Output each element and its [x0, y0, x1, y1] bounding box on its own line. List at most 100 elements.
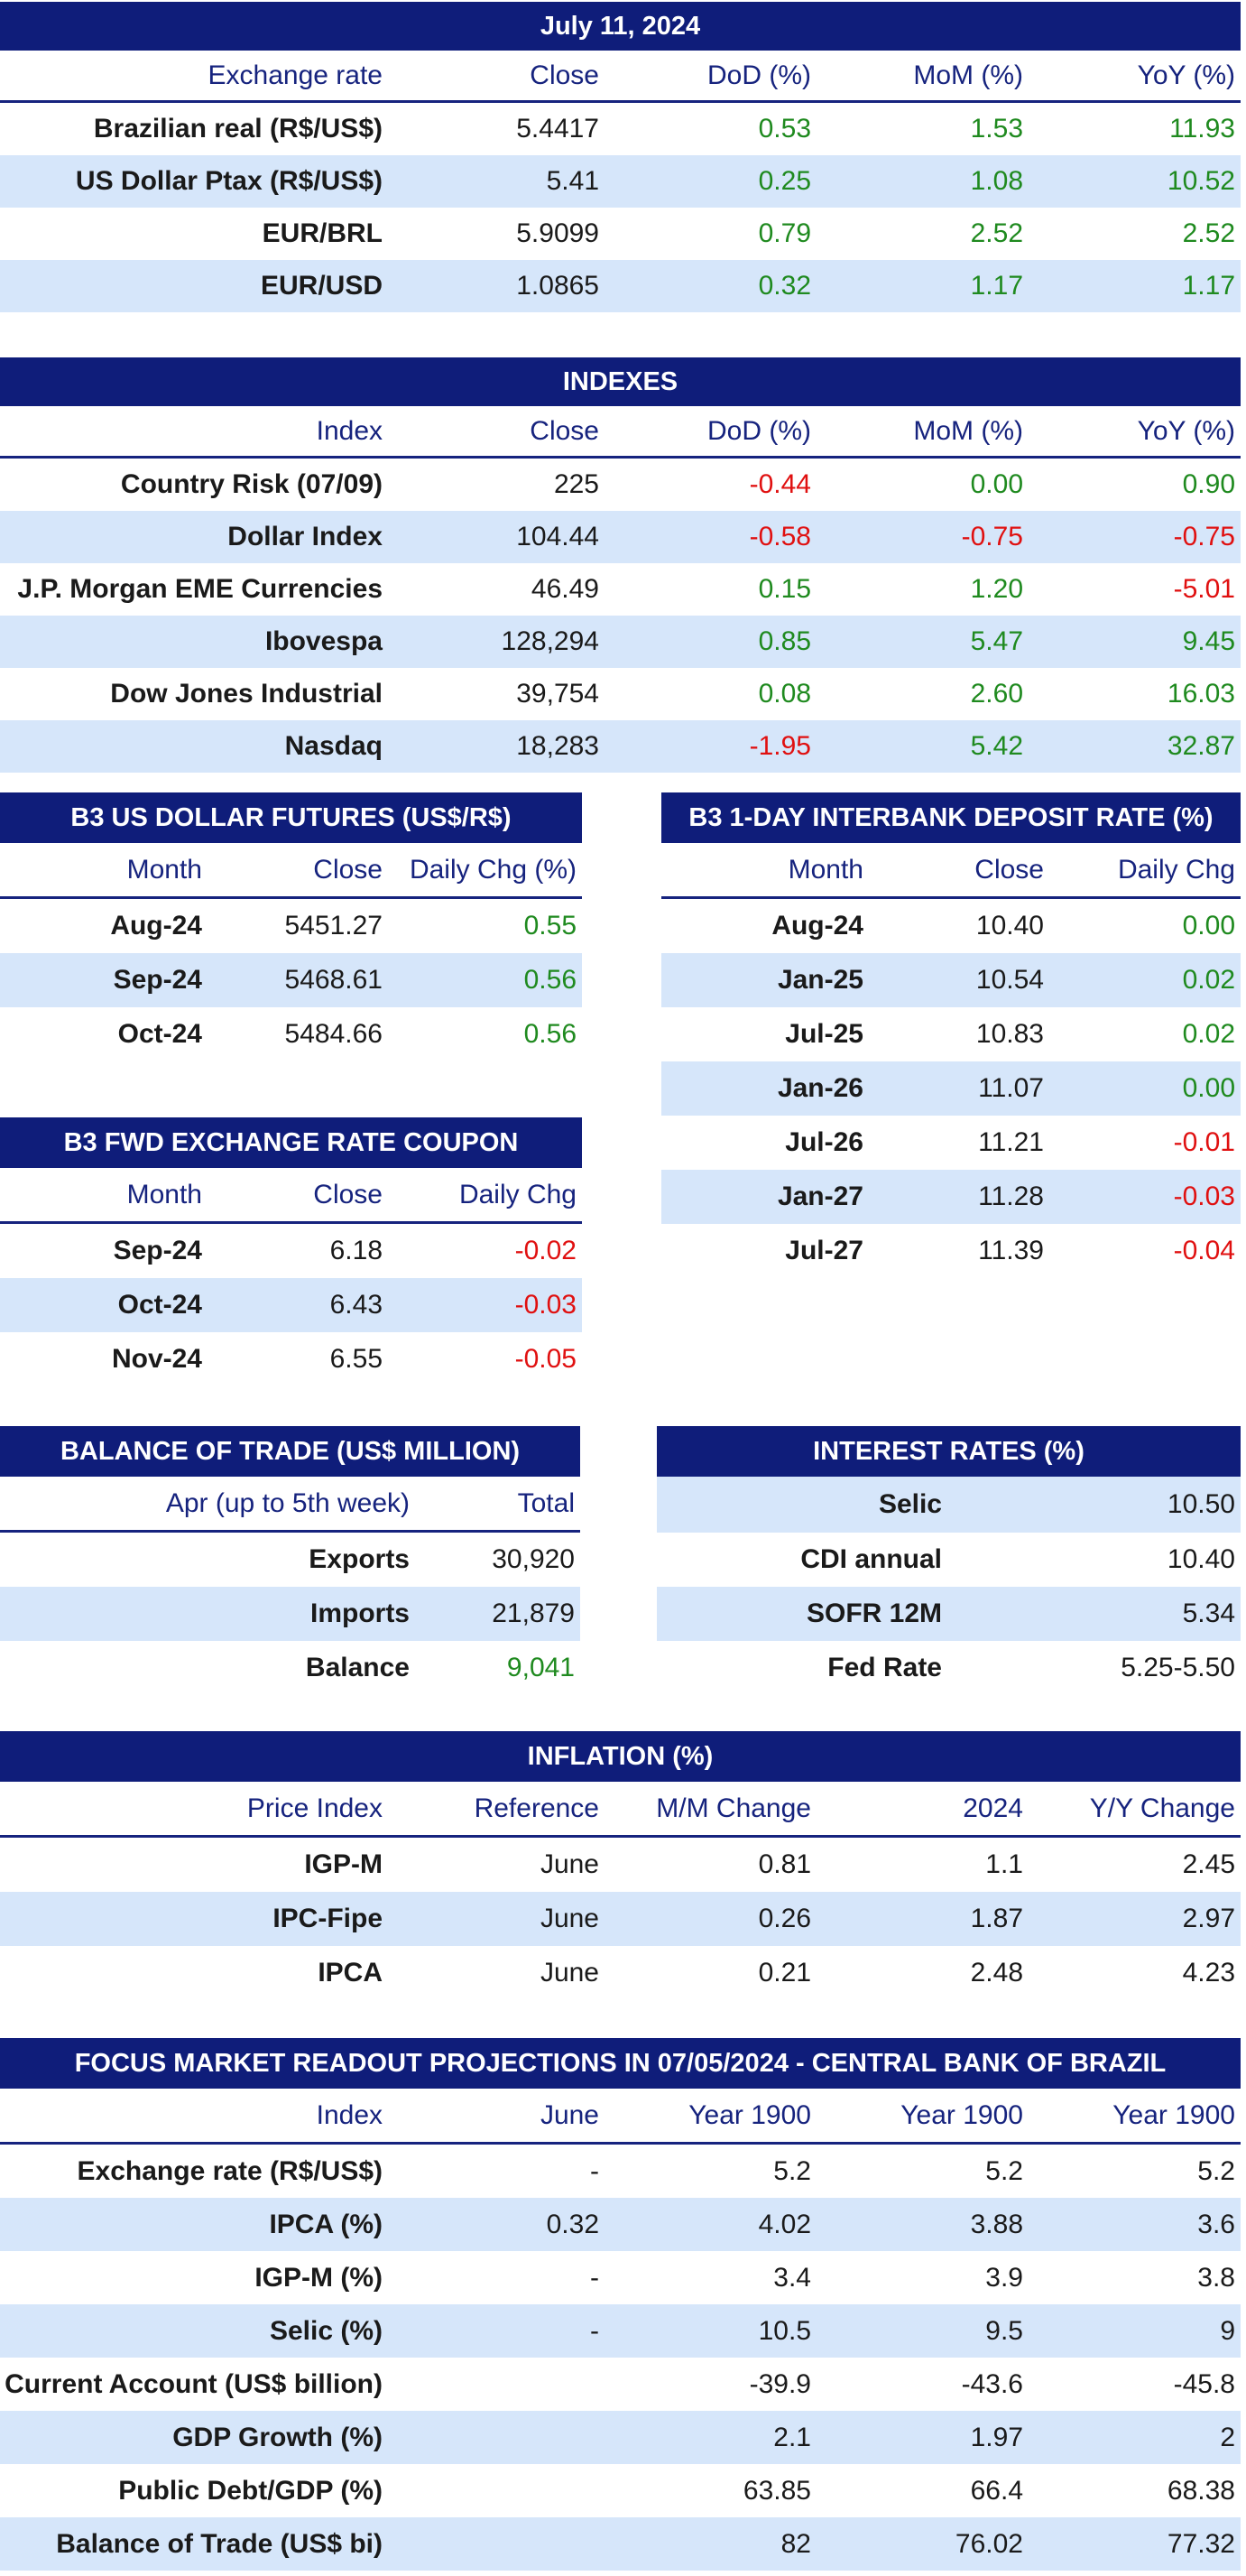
- col-header: June: [540, 2099, 599, 2130]
- table-row: IPC-Fipe June 0.26 1.87 2.97: [0, 1892, 1241, 1946]
- close-value: 5451.27: [284, 911, 383, 941]
- close-value: 46.49: [531, 574, 599, 604]
- focus-table-title: FOCUS MARKET READOUT PROJECTIONS IN 07/0…: [0, 2038, 1241, 2089]
- dod-value: -1.95: [749, 731, 811, 761]
- yoy-value: 16.03: [1167, 679, 1235, 709]
- balance-of-trade-table: BALANCE OF TRADE (US$ MILLION) Apr (up t…: [0, 1426, 580, 1695]
- reference-value: June: [540, 1904, 599, 1933]
- futures-table-title: B3 US DOLLAR FUTURES (US$/R$): [0, 792, 582, 843]
- chg-value: 0.02: [1182, 1019, 1235, 1049]
- table-row: Exports 30,920: [0, 1533, 580, 1587]
- focus-header-row: Index June Year 1900 Year 1900 Year 1900: [0, 2089, 1241, 2145]
- table-row: Fed Rate 5.25-5.50: [657, 1641, 1241, 1695]
- col-header: Index: [316, 415, 383, 446]
- table-row: CDI annual 10.40: [657, 1533, 1241, 1587]
- dod-value: -0.44: [749, 469, 811, 499]
- row-label: Selic: [878, 1489, 942, 1519]
- table-row: Sep-24 6.18 -0.02: [0, 1224, 582, 1278]
- mom-value: 0.00: [970, 469, 1023, 499]
- table-row: Jul-25 10.83 0.02: [661, 1007, 1241, 1061]
- col-header: Y/Y Change: [1089, 1793, 1235, 1823]
- june-value: -: [590, 2155, 599, 2186]
- yoy-value: 1.17: [1182, 271, 1235, 301]
- close-value: 1.0865: [516, 271, 599, 301]
- table-row: Nasdaq 18,283 -1.95 5.42 32.87: [0, 720, 1241, 773]
- rate-value: 5.25-5.50: [1121, 1653, 1235, 1682]
- table-row: Jul-26 11.21 -0.01: [661, 1116, 1241, 1170]
- reference-value: June: [540, 1958, 599, 1988]
- interbank-rate-table: B3 1-DAY INTERBANK DEPOSIT RATE (%) Mont…: [661, 792, 1241, 1278]
- june-value: -: [590, 2315, 599, 2346]
- table-row: Balance 9,041: [0, 1641, 580, 1695]
- row-label: Nasdaq: [284, 731, 383, 761]
- row-label: Public Debt/GDP (%): [118, 2475, 383, 2506]
- year-value: 2.1: [773, 2422, 811, 2452]
- focus-projections-table: FOCUS MARKET READOUT PROJECTIONS IN 07/0…: [0, 2038, 1241, 2571]
- col-header: Daily Chg (%): [409, 854, 577, 885]
- col-header: Close: [313, 1179, 383, 1209]
- rate-value: 10.50: [1167, 1489, 1235, 1519]
- col-header: Year 1900: [900, 2099, 1023, 2130]
- close-value: 11.07: [978, 1073, 1044, 1103]
- table-row: Imports 21,879: [0, 1587, 580, 1641]
- col-header: Month: [126, 1179, 202, 1209]
- inflation-header-row: Price Index Reference M/M Change 2024 Y/…: [0, 1782, 1241, 1838]
- col-header: YoY (%): [1137, 415, 1235, 446]
- row-label: Jul-26: [785, 1127, 863, 1157]
- row-label: Jul-25: [785, 1019, 863, 1049]
- year-value: 63.85: [743, 2475, 811, 2506]
- total-value: 9,041: [506, 1653, 575, 1682]
- year-value: 1.97: [970, 2422, 1023, 2452]
- row-label: Exports: [309, 1544, 410, 1574]
- chg-value: 0.00: [1182, 1073, 1235, 1103]
- row-label: Balance of Trade (US$ bi): [56, 2528, 383, 2559]
- mom-value: 1.17: [970, 271, 1023, 301]
- close-value: 128,294: [501, 626, 599, 656]
- close-value: 225: [553, 469, 599, 499]
- year-value: 77.32: [1167, 2528, 1235, 2559]
- dod-value: 0.79: [758, 218, 811, 248]
- row-label: IPCA: [318, 1958, 383, 1988]
- mm-value: 0.26: [758, 1904, 811, 1933]
- col-header: Close: [530, 415, 599, 446]
- table-row: Public Debt/GDP (%) 63.85 66.4 68.38: [0, 2464, 1241, 2517]
- trade-header-row: Apr (up to 5th week) Total: [0, 1477, 580, 1533]
- exchange-header-row: Exchange rate Close DoD (%) MoM (%) YoY …: [0, 51, 1241, 103]
- col-header: Year 1900: [688, 2099, 811, 2130]
- table-row: US Dollar Ptax (R$/US$) 5.41 0.25 1.08 1…: [0, 155, 1241, 208]
- table-row: IGP-M (%) - 3.4 3.9 3.8: [0, 2251, 1241, 2304]
- close-value: 5.41: [546, 166, 599, 196]
- yoy-value: 10.52: [1167, 166, 1235, 196]
- table-row: Exchange rate (R$/US$) - 5.2 5.2 5.2: [0, 2145, 1241, 2198]
- close-value: 11.28: [978, 1181, 1044, 1211]
- table-row: Dollar Index 104.44 -0.58 -0.75 -0.75: [0, 511, 1241, 563]
- table-row: GDP Growth (%) 2.1 1.97 2: [0, 2411, 1241, 2464]
- row-label: Sep-24: [113, 1236, 202, 1265]
- exchange-rate-table: July 11, 2024 Exchange rate Close DoD (%…: [0, 2, 1241, 312]
- chg-value: -0.05: [514, 1344, 577, 1374]
- inflation-table: INFLATION (%) Price Index Reference M/M …: [0, 1731, 1241, 2000]
- row-label: Imports: [309, 1598, 410, 1628]
- row-label: EUR/BRL: [262, 218, 383, 248]
- close-value: 6.55: [329, 1344, 383, 1374]
- table-row: Balance of Trade (US$ bi) 82 76.02 77.32: [0, 2517, 1241, 2571]
- row-label: CDI annual: [800, 1544, 942, 1574]
- col-header: Close: [974, 854, 1044, 885]
- total-value: 30,920: [492, 1544, 575, 1574]
- table-row: Jan-27 11.28 -0.03: [661, 1170, 1241, 1224]
- row-label: Exchange rate (R$/US$): [77, 2155, 383, 2186]
- row-label: Current Account (US$ billion): [5, 2368, 383, 2399]
- close-value: 104.44: [516, 522, 599, 551]
- table-row: Jul-27 11.39 -0.04: [661, 1224, 1241, 1278]
- year-value: 9: [1220, 2315, 1235, 2346]
- close-value: 11.39: [978, 1236, 1044, 1265]
- table-row: Oct-24 5484.66 0.56: [0, 1007, 582, 1061]
- coupon-header-row: Month Close Daily Chg: [0, 1168, 582, 1224]
- row-label: GDP Growth (%): [172, 2422, 383, 2452]
- table-row: Ibovespa 128,294 0.85 5.47 9.45: [0, 616, 1241, 668]
- close-value: 5484.66: [284, 1019, 383, 1049]
- year-value: 3.88: [970, 2209, 1023, 2239]
- year-value: 5.2: [773, 2155, 811, 2186]
- year-value: 9.5: [985, 2315, 1023, 2346]
- row-label: Country Risk (07/09): [120, 469, 383, 499]
